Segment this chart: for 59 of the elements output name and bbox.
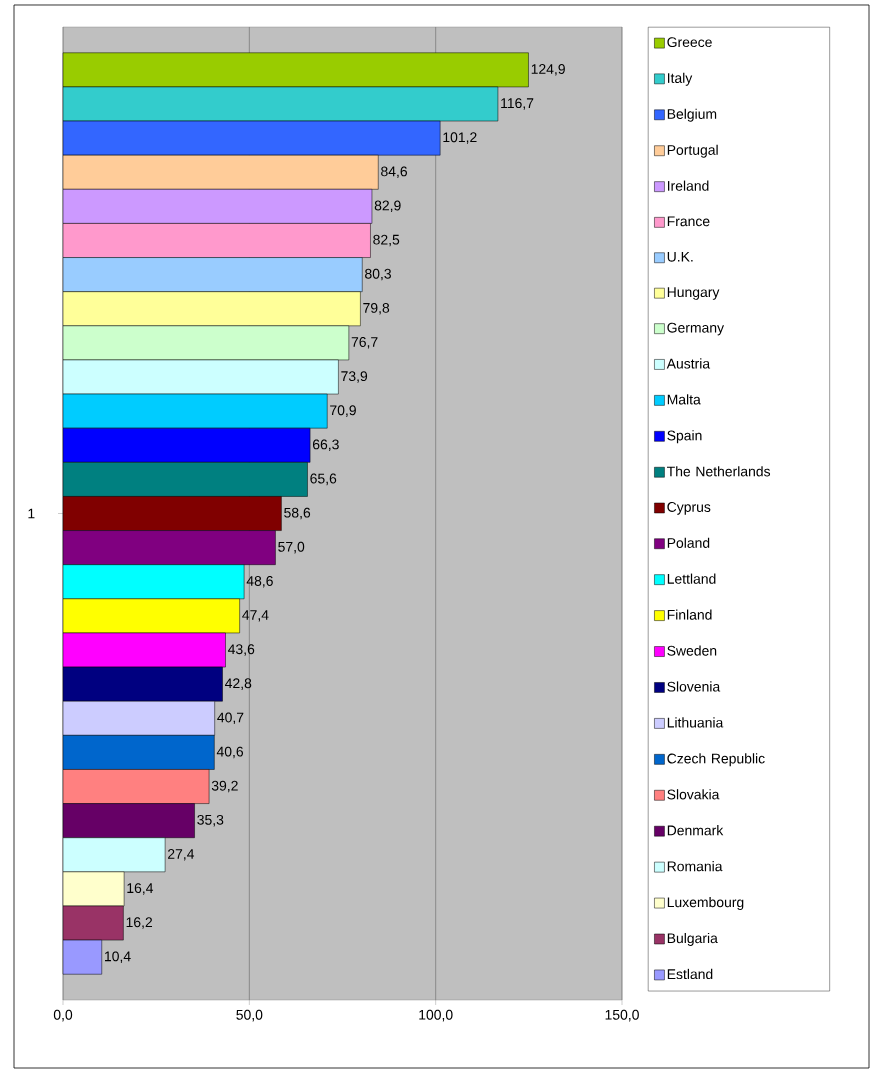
legend-label: Poland (667, 537, 710, 548)
legend-label: Cyprus (667, 502, 711, 515)
data-label: 43,6 (228, 644, 255, 656)
data-label: 16,4 (127, 883, 154, 895)
data-label: 65,6 (310, 473, 337, 486)
legend-label: Hungary (667, 287, 720, 300)
data-label: 84,6 (381, 166, 408, 178)
data-label: 40,7 (217, 712, 244, 725)
legend-label: Italy (667, 72, 693, 86)
y-tick-label: 1 (28, 508, 35, 519)
data-label: 80,3 (365, 268, 391, 281)
legend-label: France (667, 216, 710, 227)
legend-label: Estland (667, 968, 713, 980)
legend-label: Austria (666, 358, 711, 369)
data-label: 70,9 (330, 405, 356, 417)
data-label: 116,7 (501, 98, 534, 110)
data-label: 58,6 (284, 507, 311, 520)
data-label: 82,5 (373, 234, 400, 247)
legend-label: Lithuania (667, 717, 724, 728)
data-label: 16,2 (126, 917, 153, 929)
legend-label: U.K. (667, 251, 693, 262)
x-tick-label: 150,0 (605, 1009, 639, 1022)
data-label: 39,2 (211, 780, 238, 793)
data-label: 35,3 (197, 814, 224, 827)
legend-label: Germany (667, 322, 725, 336)
data-label: 57,0 (278, 541, 305, 554)
data-label: 48,6 (246, 575, 273, 588)
legend-label: Ireland (667, 180, 709, 191)
data-label: 40,6 (216, 746, 244, 759)
legend-label: Denmark (667, 825, 724, 836)
legend-label: Slovenia (667, 681, 721, 692)
legend-label: Lettland (667, 573, 716, 584)
data-label: 124,9 (531, 64, 565, 76)
legend-label: Belgium (667, 108, 717, 122)
data-label: 79,8 (363, 302, 390, 315)
legend-label: Czech Republic (667, 753, 765, 767)
data-label: 42,8 (225, 678, 252, 690)
legend-label: Luxembourg (667, 896, 744, 910)
data-label: 27,4 (168, 849, 195, 861)
data-label: 76,7 (351, 337, 378, 349)
legend-label: The Netherlands (667, 466, 771, 477)
data-label: 73,9 (341, 371, 368, 383)
x-tick-label: 0,0 (53, 1009, 73, 1022)
data-label: 101,2 (443, 132, 477, 144)
x-tick-label: 50,0 (236, 1009, 263, 1022)
legend-label: Greece (667, 37, 712, 48)
data-label: 82,9 (374, 200, 401, 213)
legend-label: Malta (667, 394, 701, 405)
legend-label: Finland (667, 609, 712, 620)
legend-label: Bulgaria (667, 932, 718, 946)
legend-label: Sweden (667, 645, 717, 656)
legend-label: Slovakia (667, 789, 720, 800)
legend-label: Spain (667, 430, 702, 444)
legend-label: Romania (667, 861, 723, 872)
data-label: 47,4 (242, 610, 269, 622)
data-label: 66,3 (312, 439, 339, 451)
data-label: 10,4 (105, 951, 131, 963)
legend-label: Portugal (667, 144, 718, 158)
x-tick-label: 100,0 (419, 1009, 453, 1022)
